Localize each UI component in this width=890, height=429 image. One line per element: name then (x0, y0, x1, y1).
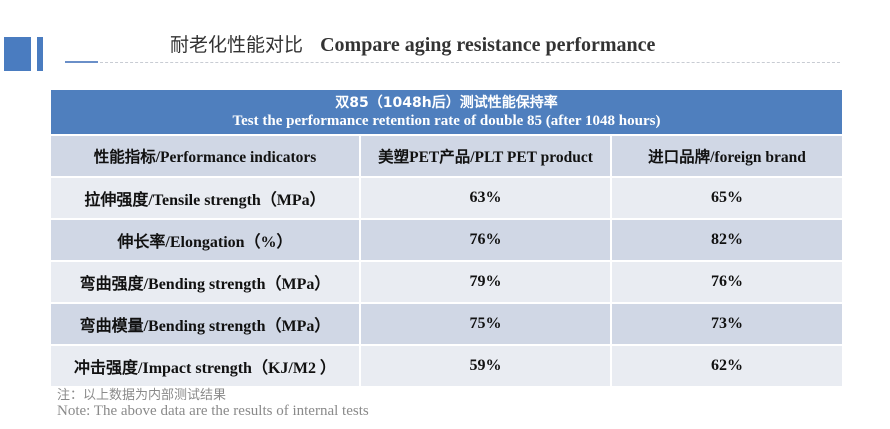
cell-foreign: 73% (711, 315, 743, 332)
cell-foreign: 65% (711, 189, 743, 206)
page-title-en: Compare aging resistance performance (320, 34, 656, 56)
column-header-plt: 美塑PET产品/PLT PET product (361, 136, 612, 176)
cell-indicator: 弯曲模量/Bending strength（MPa） (51, 304, 361, 344)
table-row: 弯曲强度/Bending strength（MPa） 79% 76% (51, 262, 842, 304)
cell-foreign: 82% (711, 231, 743, 248)
column-header-indicator: 性能指标/Performance indicators (51, 136, 361, 176)
table-caption-zh: 双85（1048h后）测试性能保持率 (335, 95, 558, 111)
cell-foreign: 62% (711, 357, 743, 374)
cell-plt: 63% (361, 178, 612, 218)
table-row: 弯曲模量/Bending strength（MPa） 75% 73% (51, 304, 842, 346)
column-header-foreign: 进口品牌/foreign brand (648, 149, 806, 166)
cell-indicator: 伸长率/Elongation（%） (51, 220, 361, 260)
logo-mark (4, 37, 44, 71)
table-caption: 双85（1048h后）测试性能保持率 Test the performance … (51, 90, 842, 136)
cell-indicator: 冲击强度/Impact strength（KJ/M2 ） (51, 346, 361, 386)
table-row: 伸长率/Elongation（%） 76% 82% (51, 220, 842, 262)
cell-indicator: 拉伸强度/Tensile strength（MPa） (51, 178, 361, 218)
page-title-zh: 耐老化性能对比 (170, 34, 304, 56)
cell-foreign: 76% (711, 273, 743, 290)
cell-plt: 79% (361, 262, 612, 302)
footnote-en: Note: The above data are the results of … (57, 403, 369, 419)
title-divider (100, 62, 840, 63)
cell-plt: 76% (361, 220, 612, 260)
cell-plt: 59% (361, 346, 612, 386)
cell-indicator: 弯曲强度/Bending strength（MPa） (51, 262, 361, 302)
logo-bar (37, 37, 43, 71)
title-underline (65, 61, 98, 63)
page-title: 耐老化性能对比 Compare aging resistance perform… (170, 30, 655, 60)
footnote-zh: 注：以上数据为内部测试结果 (57, 388, 227, 403)
table-caption-en: Test the performance retention rate of d… (232, 113, 661, 129)
table-row: 拉伸强度/Tensile strength（MPa） 63% 65% (51, 178, 842, 220)
table-row: 冲击强度/Impact strength（KJ/M2 ） 59% 62% (51, 346, 842, 388)
cell-plt: 75% (361, 304, 612, 344)
table-header-row: 性能指标/Performance indicators 美塑PET产品/PLT … (51, 136, 842, 178)
logo-block (4, 37, 31, 71)
comparison-table: 双85（1048h后）测试性能保持率 Test the performance … (51, 90, 842, 388)
